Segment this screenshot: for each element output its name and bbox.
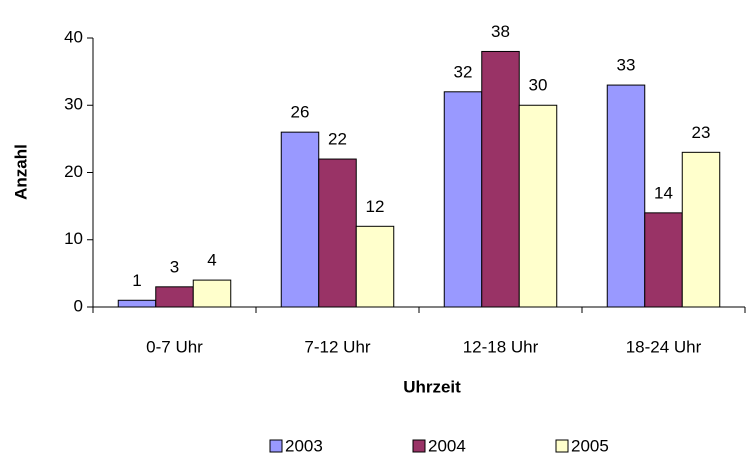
bar — [518, 104, 558, 308]
data-label: 14 — [654, 183, 673, 202]
data-label: 1 — [132, 271, 141, 290]
data-label: 22 — [328, 130, 347, 149]
x-tick-label: 7-12 Uhr — [304, 337, 370, 356]
x-tick-label: 0-7 Uhr — [146, 337, 203, 356]
y-tick-label: 10 — [64, 229, 83, 248]
bar — [644, 212, 683, 308]
y-tick-label: 20 — [64, 162, 83, 181]
data-label: 12 — [366, 197, 385, 216]
legend-swatch — [555, 439, 569, 453]
bar — [355, 225, 395, 308]
legend-label: 2004 — [428, 436, 466, 455]
legend-label: 2005 — [571, 436, 609, 455]
data-label: 23 — [692, 123, 711, 142]
data-label: 26 — [291, 103, 310, 122]
data-label: 4 — [207, 251, 216, 270]
x-axis-label: Uhrzeit — [403, 377, 461, 396]
y-tick-label: 40 — [64, 27, 83, 46]
data-label: 38 — [491, 22, 510, 41]
data-label: 32 — [454, 62, 473, 81]
bar — [481, 50, 520, 308]
bar — [280, 131, 320, 308]
legend-swatch — [412, 439, 426, 453]
legend-label: 2003 — [285, 436, 323, 455]
y-tick-label: 0 — [74, 296, 83, 315]
bar — [606, 84, 646, 308]
bar — [155, 286, 194, 308]
y-tick-label: 30 — [64, 95, 83, 114]
bar — [318, 158, 357, 308]
legend-swatch — [269, 439, 283, 453]
bar — [192, 279, 232, 308]
bar — [117, 299, 157, 308]
bar — [681, 151, 721, 308]
y-axis-label: Anzahl — [11, 144, 30, 200]
x-tick-label: 18-24 Uhr — [626, 337, 702, 356]
data-label: 3 — [170, 257, 179, 276]
data-label: 33 — [617, 56, 636, 75]
bar — [443, 91, 483, 308]
x-tick-label: 12-18 Uhr — [463, 337, 539, 356]
data-label: 30 — [529, 76, 548, 95]
